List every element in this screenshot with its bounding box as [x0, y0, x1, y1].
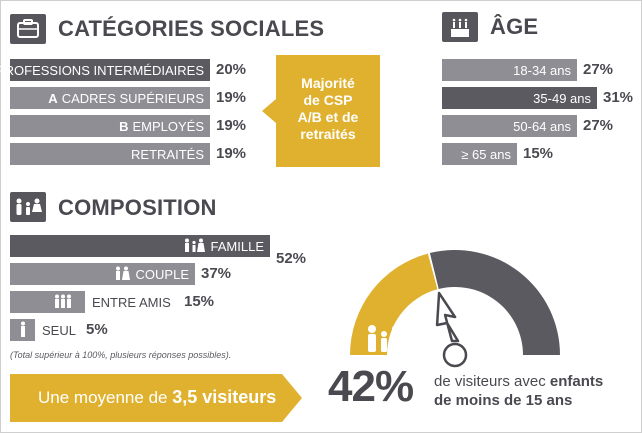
csp-callout: Majorité de CSP A/B et de retraités: [262, 55, 380, 167]
composition-value-label: 52%: [276, 250, 307, 267]
age-bar: 18-34 ans: [442, 59, 577, 81]
single-person-icon: [19, 321, 27, 340]
csp-bar-2: B EMPLOYÉS: [10, 115, 210, 137]
gauge-slice-other: [429, 250, 560, 355]
average-prefix: Une moyenne de: [38, 388, 168, 407]
age-bar-label: 18-34 ans: [513, 62, 571, 78]
age-bar: 35-49 ans: [442, 87, 597, 109]
composition-bar-label: COUPLE: [135, 266, 189, 282]
csp-callout-line: de CSP: [303, 92, 353, 108]
csp-bar-prefix: A: [48, 90, 58, 106]
average-value: 3,5 visiteurs: [172, 387, 277, 407]
gauge-caption-line1: de visiteurs avec: [434, 373, 546, 390]
age-title: ÂGE: [490, 14, 539, 39]
csp-callout-line: A/B et de: [297, 109, 359, 125]
gauge-caption-line2: de moins de 15 ans: [434, 392, 573, 409]
composition-value-label: 15%: [184, 293, 215, 310]
composition-bar: COUPLE: [10, 263, 195, 285]
friends-icon: [53, 294, 73, 311]
composition-bar-label: ENTRE AMIS: [92, 295, 171, 310]
csp-title: CATÉGORIES SOCIALES: [58, 16, 325, 41]
age-bar-label: 50-64 ans: [513, 118, 571, 134]
csp-bar-label: PROFESSIONS INTERMÉDIAIRES: [0, 62, 204, 78]
composition-bar: [10, 319, 35, 341]
csp-bar-label: CADRES SUPÉRIEURS: [61, 90, 204, 106]
csp-callout-line: Majorité: [301, 75, 355, 91]
age-bar: 50-64 ans: [442, 115, 577, 137]
age-bar-label: ≥ 65 ans: [461, 146, 511, 162]
csp-bar-3: RETRAITÉS: [10, 143, 210, 165]
family-icon: [10, 192, 46, 222]
average-visitors-callout: Une moyenne de 3,5 visiteurs: [10, 374, 302, 422]
composition-bar: FAMILLE: [10, 235, 270, 257]
age-bar-label: 35-49 ans: [533, 90, 591, 106]
composition-title: COMPOSITION: [58, 195, 217, 220]
family-icon: [183, 238, 205, 255]
briefcase-icon: [10, 14, 46, 44]
age-bar: ≥ 65 ans: [442, 143, 517, 165]
csp-bar-0: B PROFESSIONS INTERMÉDIAIRES: [0, 59, 210, 81]
gauge-caption-emphasis: enfants: [549, 373, 604, 390]
age-value-label: 27%: [583, 117, 614, 134]
composition-bar-label: SEUL: [42, 323, 76, 338]
age-value-label: 15%: [523, 145, 554, 162]
csp-value-label: 20%: [216, 61, 247, 78]
csp-callout-line: retraités: [300, 126, 356, 142]
age-value-label: 31%: [603, 89, 634, 106]
birthday-cake-icon: [442, 12, 478, 42]
family-icon: [368, 325, 404, 352]
gauge-caption: de visiteurs avec enfants de moins de 15…: [434, 372, 603, 410]
csp-bar-label: RETRAITÉS: [131, 146, 204, 162]
composition-value-label: 5%: [86, 321, 108, 338]
composition-footnote: (Total supérieur à 100%, plusieurs répon…: [10, 350, 232, 360]
composition-value-label: 37%: [201, 265, 232, 282]
couple-icon: [114, 266, 130, 283]
csp-bar-1: A CADRES SUPÉRIEURS: [10, 87, 210, 109]
csp-value-label: 19%: [216, 89, 247, 106]
composition-bar: [10, 291, 85, 313]
csp-value-label: 19%: [216, 145, 247, 162]
csp-value-label: 19%: [216, 117, 247, 134]
gauge-value-label: 42%: [328, 362, 414, 411]
age-value-label: 27%: [583, 61, 614, 78]
gauge-needle: [435, 291, 468, 368]
csp-bar-prefix: B: [119, 118, 129, 134]
csp-bar-label: EMPLOYÉS: [132, 118, 204, 134]
composition-bar-label: FAMILLE: [210, 238, 264, 254]
